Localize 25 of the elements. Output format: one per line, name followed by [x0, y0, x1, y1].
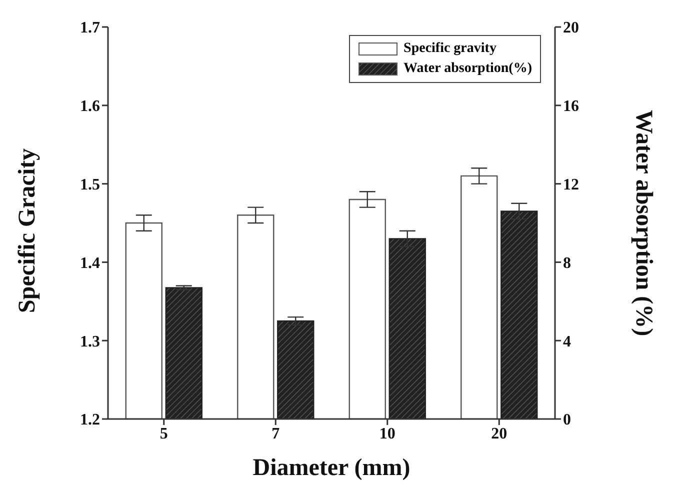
- y-tick-label: 1.7: [80, 20, 100, 37]
- y-tick-label: 1.6: [80, 98, 100, 116]
- bar: [500, 210, 538, 419]
- bar: [277, 320, 314, 419]
- y2-tick-label: 4: [563, 333, 571, 350]
- y2-tick-label: 0: [563, 412, 571, 429]
- y-axis-title: Specific Gracity: [14, 148, 41, 313]
- y2-tick-label: 8: [563, 254, 571, 272]
- bar: [388, 238, 426, 419]
- x-tick-label: 10: [379, 425, 396, 442]
- bar: [165, 287, 202, 419]
- y2-tick-label: 20: [563, 20, 579, 37]
- x-tick-label: 20: [491, 425, 508, 442]
- y2-axis-title: Water absorption (%): [630, 110, 656, 336]
- legend-label: Specific gravity: [404, 40, 496, 58]
- y2-tick-label: 12: [563, 176, 579, 194]
- y-tick-label: 1.3: [80, 333, 100, 350]
- legend-label: Water absorption(%): [404, 60, 532, 78]
- y-tick-label: 1.5: [80, 176, 100, 194]
- x-tick-label: 7: [272, 425, 280, 442]
- y-tick-label: 1.4: [80, 254, 100, 272]
- x-tick-label: 5: [160, 425, 168, 442]
- y2-tick-label: 16: [563, 98, 579, 116]
- x-axis-title: Diameter (mm): [252, 455, 410, 481]
- y-tick-label: 1.2: [80, 412, 100, 429]
